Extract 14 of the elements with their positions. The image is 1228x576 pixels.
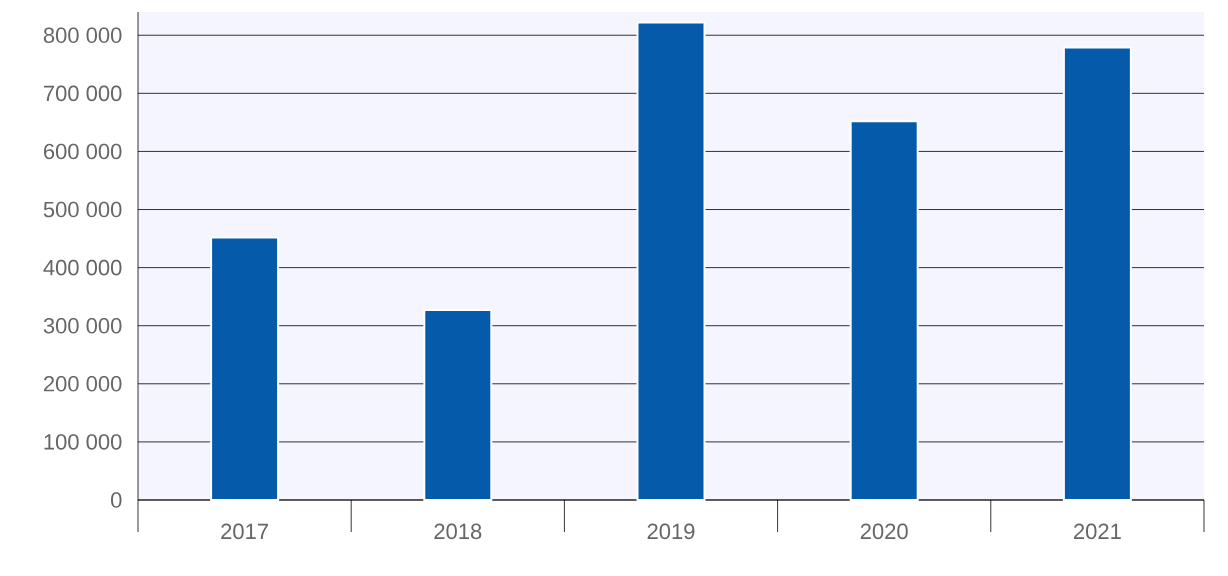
- y-tick-label: 500 000: [43, 201, 122, 218]
- y-tick-label: 800 000: [43, 27, 122, 44]
- y-tick-label: 400 000: [43, 259, 122, 276]
- y-tick-label: 0: [111, 492, 122, 508]
- y-tick-label: 700 000: [44, 85, 122, 102]
- y-tick-label: 300 000: [43, 317, 122, 334]
- x-tick-label: 2018: [434, 523, 482, 540]
- x-tick-label: 2020: [860, 523, 908, 540]
- x-tick-label: 2021: [1074, 523, 1121, 540]
- y-tick-label: 100 000: [44, 434, 122, 450]
- x-tick-label: 2017: [221, 523, 268, 540]
- y-tick-label: 200 000: [43, 376, 122, 392]
- y-tick-label: 600 000: [44, 143, 122, 160]
- x-tick-label: 2019: [647, 523, 695, 540]
